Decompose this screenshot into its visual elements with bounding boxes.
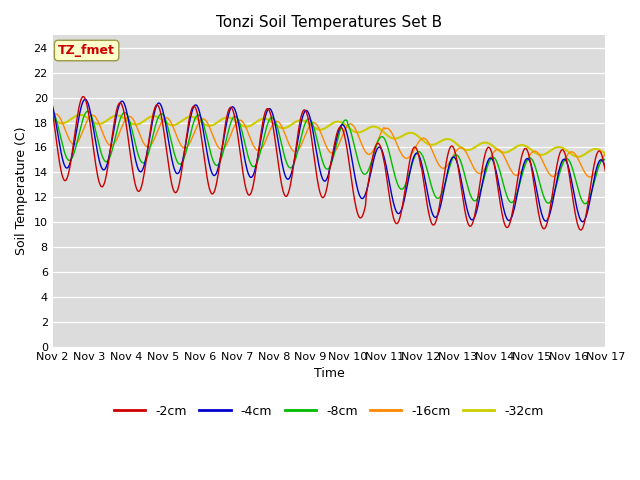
Legend: -2cm, -4cm, -8cm, -16cm, -32cm: -2cm, -4cm, -8cm, -16cm, -32cm [109, 400, 549, 423]
X-axis label: Time: Time [314, 367, 344, 380]
Text: TZ_fmet: TZ_fmet [58, 44, 115, 57]
Title: Tonzi Soil Temperatures Set B: Tonzi Soil Temperatures Set B [216, 15, 442, 30]
Y-axis label: Soil Temperature (C): Soil Temperature (C) [15, 127, 28, 255]
